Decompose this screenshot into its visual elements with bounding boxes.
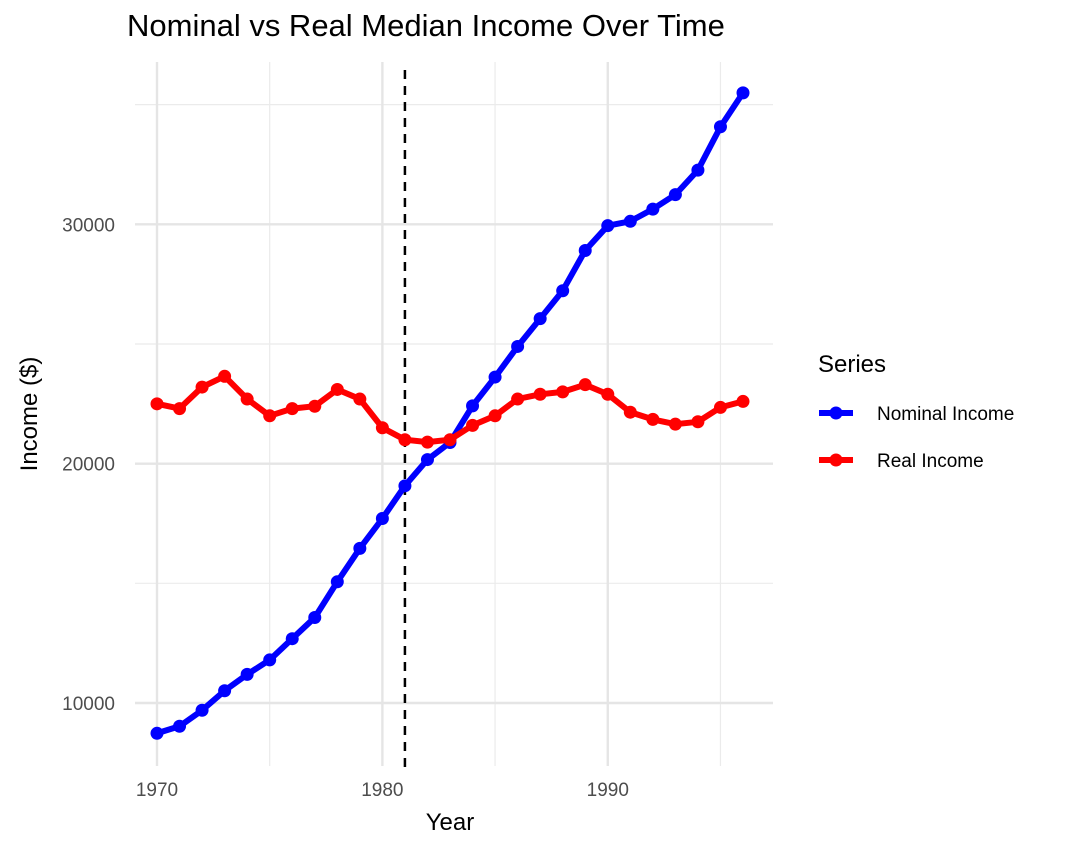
data-point [578, 244, 592, 258]
legend-item: Real Income [819, 451, 984, 472]
data-point [623, 214, 637, 228]
data-point [488, 409, 502, 423]
x-tick-label: 1970 [136, 780, 178, 801]
data-point [375, 511, 389, 525]
x-tick-label: 1990 [587, 780, 629, 801]
data-point [691, 415, 705, 429]
data-point [601, 387, 615, 401]
legend-label: Real Income [877, 451, 984, 472]
data-point [240, 667, 254, 681]
series-line [156, 91, 746, 737]
data-point [646, 412, 660, 426]
data-point [330, 575, 344, 589]
data-point [623, 405, 637, 419]
data-point [218, 684, 232, 698]
data-point [218, 369, 232, 383]
data-point [646, 202, 660, 216]
grid [135, 62, 773, 766]
data-point [150, 397, 164, 411]
data-point [398, 433, 412, 447]
data-point [173, 402, 187, 416]
data-point [263, 409, 277, 423]
data-point [285, 632, 299, 646]
y-tick-label: 10000 [62, 694, 115, 715]
data-point [713, 120, 727, 134]
legend-key-point [829, 453, 843, 467]
data-point [466, 418, 480, 432]
data-point [713, 400, 727, 414]
data-point [511, 339, 525, 353]
x-axis-title: Year [426, 809, 475, 836]
data-point [285, 402, 299, 416]
data-point [736, 394, 750, 408]
data-point [488, 370, 502, 384]
data-point [308, 611, 322, 625]
chart-title: Nominal vs Real Median Income Over Time [127, 8, 725, 43]
data-point [150, 726, 164, 740]
legend: Series Nominal Income Real Income [818, 351, 1014, 472]
data-point [736, 86, 750, 100]
legend-title: Series [818, 351, 886, 378]
legend-key-point [829, 406, 843, 420]
data-point [556, 284, 570, 298]
data-point [578, 378, 592, 392]
data-point [668, 188, 682, 202]
series-line [156, 373, 744, 446]
data-point [533, 387, 547, 401]
data-point [601, 219, 615, 233]
data-point [240, 392, 254, 406]
data-point [420, 453, 434, 467]
series-1 [150, 369, 750, 449]
data-point [195, 380, 209, 394]
data-point [443, 433, 457, 447]
data-point [173, 719, 187, 733]
data-point [668, 417, 682, 431]
data-point [556, 385, 570, 399]
data-point [353, 541, 367, 555]
data-point [420, 435, 434, 449]
data-point [375, 421, 389, 435]
data-point [330, 382, 344, 396]
data-point [398, 479, 412, 493]
x-tick-label: 1980 [361, 780, 403, 801]
data-point [466, 399, 480, 413]
y-tick-label: 30000 [62, 215, 115, 236]
data-point [533, 312, 547, 326]
axes: 1970 1980 1990 10000 20000 30000 [62, 215, 629, 801]
data-point [353, 392, 367, 406]
data-point [691, 163, 705, 177]
series-0 [150, 86, 750, 740]
data-point [195, 703, 209, 717]
data-point [511, 392, 525, 406]
data-point [308, 399, 322, 413]
series-layer [150, 86, 750, 740]
data-point [263, 653, 277, 667]
legend-label: Nominal Income [877, 404, 1014, 425]
legend-item: Nominal Income [819, 404, 1014, 425]
y-axis-title: Income ($) [16, 357, 43, 472]
y-tick-label: 20000 [62, 455, 115, 476]
